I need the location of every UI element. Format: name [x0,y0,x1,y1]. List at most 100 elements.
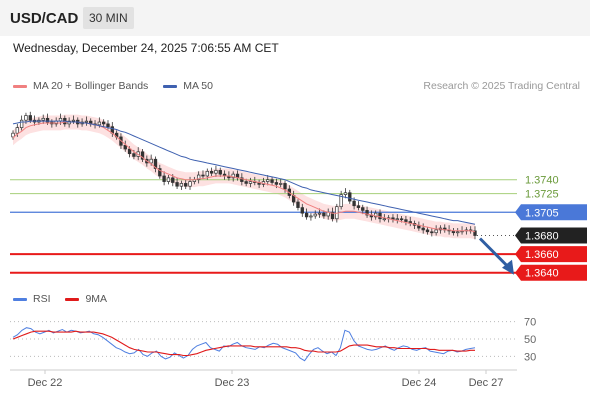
candle [296,201,300,208]
x-tick-label: Dec 22 [28,377,63,389]
candle [196,174,201,181]
chart-datetime: Wednesday, December 24, 2025 7:06:55 AM … [13,41,279,55]
chart-header: USD/CAD 30 MIN [0,0,590,36]
candle [430,231,434,234]
ma20-swatch [13,84,27,88]
legend-rsi: RSI [13,293,51,305]
candle [205,170,209,177]
candle [313,213,317,217]
resistance-label: 1.3725 [525,189,559,201]
rsi-line [12,327,476,362]
candle [348,192,352,202]
legend-ma50-label: MA 50 [183,80,213,92]
candle [11,132,15,138]
candle [304,212,309,218]
candle [28,115,32,121]
candle [266,179,270,182]
rsi-tick-label: 50 [524,334,536,346]
support-label: 1.3660 [525,249,559,261]
legend-ma20-label: MA 20 + Bollinger Bands [33,80,149,92]
candle [158,168,162,177]
legend-rsi-label: RSI [33,293,51,305]
legend-rsi9ma: 9MA [65,293,107,305]
candle [45,117,50,123]
candle [218,170,222,175]
candle [175,182,179,187]
candle [473,230,477,236]
candle [71,119,76,122]
candle [421,227,425,231]
pivot-tag [515,204,587,221]
candle [283,183,287,190]
candle [41,117,45,121]
price-legend: MA 20 + Bollinger Bands MA 50 [13,80,213,92]
candle [378,212,382,220]
candle [106,123,110,128]
candle [300,207,304,214]
candle [209,170,214,174]
candle [274,182,279,185]
candle [434,229,438,234]
candle [240,177,244,182]
candle [149,158,153,164]
candle [244,181,248,184]
candle [19,119,24,128]
x-tick-label: Dec 27 [469,377,504,389]
candle [382,218,387,221]
candle [270,179,274,183]
legend-ma50: MA 50 [163,80,213,92]
candle [279,183,283,185]
candle [67,120,71,125]
candle [24,115,28,121]
candle [425,229,430,233]
legend-rsi9ma-label: 9MA [85,293,108,305]
last-price-tag [515,227,587,244]
candle [166,177,171,182]
candle [365,210,369,216]
candle [374,212,378,218]
candle [339,194,343,208]
candle [330,211,335,220]
candle [140,151,145,160]
candle [184,183,188,187]
rsi9ma-swatch [65,297,80,301]
candle [395,218,399,221]
candle [343,192,348,195]
candle [84,120,89,123]
candle [309,215,313,218]
rsi-9ma-line [12,330,475,357]
candle [101,121,106,125]
forecast-arrow-shaft [478,237,512,270]
candle [322,212,326,217]
candle [201,174,205,177]
candle [356,205,361,208]
candle [15,127,19,134]
rsi-tick-label: 70 [524,317,536,329]
candle [456,231,460,234]
resistance-label: 1.3740 [525,175,559,187]
candle [361,207,365,211]
candle [214,170,218,174]
candle [127,148,132,155]
pivot-label: 1.3705 [525,207,559,219]
legend-ma20: MA 20 + Bollinger Bands [13,80,148,92]
candle [179,183,184,187]
candle [248,181,253,184]
support-tag [515,246,587,263]
bollinger-band [13,114,475,240]
research-credit: Research © 2025 Trading Central [423,80,580,92]
rsi-tick-label: 30 [524,351,536,363]
forecast-arrow-head [502,259,514,275]
x-tick-label: Dec 24 [402,377,437,389]
candle [231,173,235,179]
rsi-swatch [13,297,27,301]
last-price-label: 1.3680 [525,231,559,243]
rsi-legend: RSI 9MA [13,293,107,305]
candle [317,212,322,215]
timeframe-button[interactable]: 30 MIN [83,7,134,29]
candle [97,121,102,126]
candle [404,219,408,222]
candle [188,181,192,187]
candle [132,153,136,157]
